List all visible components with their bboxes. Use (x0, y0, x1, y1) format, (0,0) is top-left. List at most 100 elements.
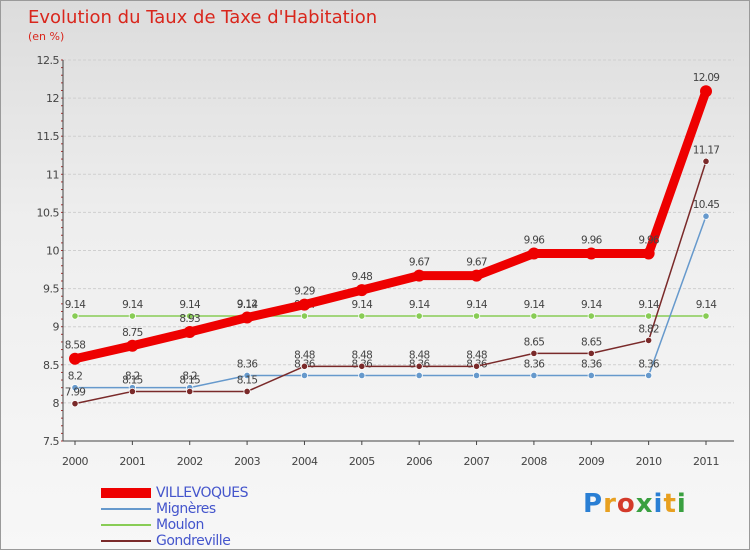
legend-label-villevoques: VILLEVOQUES (156, 485, 249, 501)
x-tick-label: 2007 (464, 455, 490, 468)
data-point-gondreville (186, 387, 194, 396)
data-label-villevoques: 12.09 (693, 72, 720, 84)
data-label-moulon: 9.14 (352, 299, 374, 311)
data-label-villevoques: 8.75 (122, 327, 143, 339)
data-point-mignres (645, 371, 653, 380)
data-point-villevoques (700, 85, 712, 98)
x-tick-label: 2011 (693, 455, 719, 468)
data-label-moulon: 9.14 (65, 299, 87, 311)
data-point-moulon (300, 312, 309, 320)
data-point-mignres (243, 371, 251, 380)
data-point-gondreville (702, 157, 710, 165)
data-label-mignres: 8.36 (638, 358, 660, 370)
data-label-gondreville: 8.15 (179, 374, 200, 386)
legend: VILLEVOQUES Mignères Moulon Gondreville (101, 485, 249, 549)
data-point-moulon (415, 312, 423, 320)
legend-swatch-moulon (101, 524, 151, 526)
x-tick-label: 2002 (177, 455, 203, 468)
data-point-gondreville (243, 387, 251, 396)
x-tick-label: 2010 (636, 455, 662, 468)
data-label-villevoques: 9.96 (524, 235, 546, 247)
data-label-gondreville: 8.48 (466, 349, 487, 361)
data-point-moulon (128, 312, 136, 320)
data-label-villevoques: 9.48 (352, 271, 373, 283)
data-point-villevoques (585, 247, 598, 260)
chart-title: Evolution du Taux de Taxe d'Habitation (28, 7, 378, 28)
data-label-villevoques: 8.58 (65, 340, 86, 352)
proxiti-logo: Proxiti (583, 489, 687, 519)
data-point-villevoques (355, 284, 368, 297)
data-label-mignres: 8.36 (524, 358, 546, 370)
logo-letter: i (676, 489, 687, 519)
data-label-gondreville: 8.15 (122, 374, 143, 386)
legend-label-gondreville: Gondreville (156, 533, 231, 549)
y-tick-label: 12 (46, 92, 59, 105)
data-point-moulon (587, 312, 595, 320)
legend-swatch-migneres (101, 508, 151, 510)
data-point-villevoques (642, 247, 655, 260)
logo-letter: o (616, 489, 636, 519)
series-line-mignres (75, 215, 707, 389)
data-point-gondreville (530, 349, 538, 357)
data-label-gondreville: 8.65 (524, 336, 545, 348)
legend-item-migneres: Mignères (101, 501, 248, 517)
data-label-villevoques: 9.67 (466, 257, 487, 269)
data-label-villevoques: 8.93 (179, 313, 200, 325)
legend-label-moulon: Moulon (156, 517, 204, 533)
data-point-villevoques (470, 269, 483, 282)
data-point-mignres (358, 371, 366, 380)
x-tick-label: 2008 (521, 455, 547, 468)
data-label-villevoques: 9.96 (581, 235, 603, 247)
data-point-gondreville (415, 362, 423, 370)
x-tick-label: 2000 (62, 455, 88, 468)
data-point-villevoques (126, 339, 139, 352)
x-tick-label: 2005 (349, 455, 375, 468)
data-label-moulon: 9.14 (524, 299, 546, 311)
data-point-villevoques (527, 247, 540, 260)
data-point-villevoques (69, 352, 81, 365)
y-tick-label: 11 (46, 168, 59, 181)
x-tick-label: 2006 (406, 455, 432, 468)
data-point-villevoques (298, 298, 311, 311)
data-point-gondreville (300, 362, 309, 370)
y-tick-label: 8.5 (43, 359, 59, 372)
data-point-moulon (358, 312, 366, 320)
y-tick-label: 8 (53, 397, 60, 410)
data-label-gondreville: 7.99 (65, 387, 86, 399)
y-tick-label: 12.5 (37, 54, 60, 67)
data-label-moulon: 9.14 (409, 299, 431, 311)
data-label-gondreville: 8.48 (294, 349, 315, 361)
data-point-mignres (71, 384, 79, 392)
data-label-moulon: 9.14 (581, 299, 603, 311)
data-point-gondreville (645, 336, 653, 345)
data-label-gondreville: 8.48 (352, 349, 373, 361)
data-point-gondreville (587, 349, 595, 357)
data-point-mignres (472, 371, 481, 380)
y-tick-label: 9.5 (43, 283, 59, 296)
data-point-villevoques (241, 311, 254, 324)
data-point-mignres (415, 371, 423, 380)
x-tick-label: 2001 (119, 455, 145, 468)
data-label-villevoques: 9.29 (294, 286, 315, 298)
data-label-mignres: 8.2 (125, 371, 140, 383)
data-label-mignres: 8.36 (581, 358, 603, 370)
data-label-mignres: 8.2 (68, 371, 83, 383)
logo-letter: t (663, 489, 677, 519)
logo-letter: P (583, 489, 604, 519)
data-label-mignres: 8.2 (182, 371, 197, 383)
data-label-gondreville: 8.65 (581, 336, 602, 348)
data-point-gondreville (71, 400, 79, 408)
legend-item-moulon: Moulon (101, 517, 248, 533)
legend-item-gondreville: Gondreville (101, 533, 248, 549)
data-label-gondreville: 8.48 (409, 349, 430, 361)
data-point-moulon (645, 312, 653, 320)
chart-subtitle: (en %) (28, 30, 65, 43)
data-point-gondreville (128, 387, 136, 396)
data-point-mignres (587, 371, 595, 380)
x-tick-label: 2003 (234, 455, 260, 468)
y-tick-label: 11.5 (37, 130, 60, 143)
logo-letter: i (653, 489, 664, 519)
data-label-villevoques: 9.67 (409, 257, 430, 269)
data-point-mignres (530, 371, 538, 380)
